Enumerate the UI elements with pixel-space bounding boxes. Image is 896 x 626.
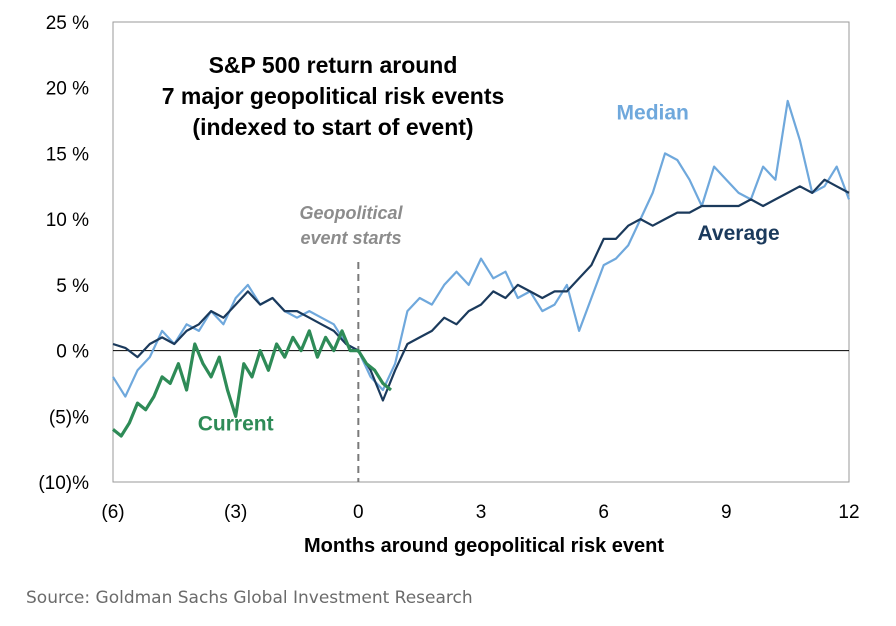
- x-tick-label: 3: [476, 502, 487, 523]
- plot-frame: [112, 21, 850, 483]
- y-tick-label: (5)%: [49, 407, 89, 428]
- x-tick-label: 12: [838, 502, 859, 523]
- series-line-median: [112, 99, 851, 398]
- x-axis-label: Months around geopolitical risk event: [304, 535, 664, 557]
- series-line-current: [111, 329, 393, 438]
- y-tick-label: 20 %: [46, 79, 89, 100]
- series-label-median: Median: [617, 101, 689, 124]
- y-tick-label: 10 %: [46, 210, 89, 231]
- x-tick-label: (3): [224, 502, 247, 523]
- series-label-average: Average: [698, 222, 780, 245]
- y-tick-label: 0 %: [56, 342, 89, 363]
- chart-title-line-1: S&P 500 return around: [209, 52, 458, 78]
- event-annotation-line-1: Geopolitical: [299, 203, 403, 223]
- x-tick-label: 0: [353, 502, 364, 523]
- source-note: Source: Goldman Sachs Global Investment …: [26, 588, 473, 608]
- x-tick-label: 9: [721, 502, 732, 523]
- series-label-current: Current: [198, 413, 274, 436]
- chart-title-line-3: (indexed to start of event): [192, 114, 473, 140]
- chart-title-line-2: 7 major geopolitical risk events: [162, 83, 505, 109]
- series-layer: Median Average Current: [111, 99, 851, 438]
- y-tick-label: 25 %: [46, 13, 89, 34]
- x-tick-label: (6): [101, 502, 124, 523]
- y-tick-label: 5 %: [56, 276, 89, 297]
- event-annotation-line-2: event starts: [300, 228, 401, 248]
- series-line-average: [112, 178, 850, 402]
- y-tick-label: (10)%: [38, 473, 89, 494]
- y-tick-label: 15 %: [46, 144, 89, 165]
- x-tick-label: 6: [598, 502, 609, 523]
- axes-layer: (10)% (5)% 0 % 5 % 10 % 15 % 20 % 25 % (6) (3) 0 3 6…: [38, 13, 859, 523]
